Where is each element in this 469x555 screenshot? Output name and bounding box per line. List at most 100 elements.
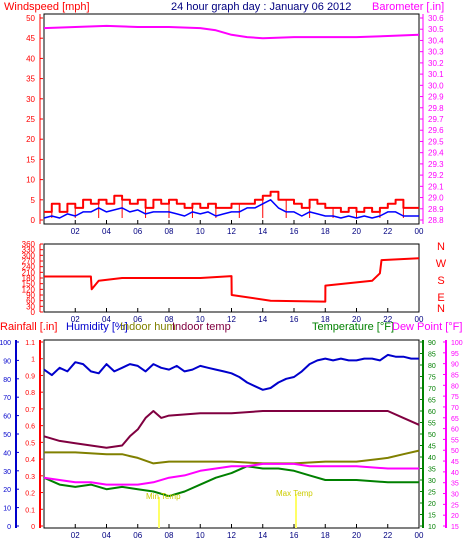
dew-point-tick-label: 30 [451, 492, 459, 499]
temperature-tick-label: 20 [428, 501, 436, 508]
rain-tick-label: 0.7 [25, 407, 35, 414]
panel-3-series [43, 353, 420, 498]
temperature-tick-label: 50 [428, 432, 436, 439]
windspeed-tick-label: 15 [26, 155, 35, 164]
compass-label: W [436, 258, 447, 270]
rain-tick-label: 0.3 [25, 474, 35, 481]
barometer-tick-label: 29.8 [428, 104, 444, 113]
humidity-tick-label: 80 [3, 377, 11, 384]
x-tick-label: 10 [196, 315, 205, 324]
x-tick-label: 18 [321, 531, 330, 540]
x-tick-label: 00 [415, 531, 424, 540]
x-tick-label: 08 [165, 227, 174, 236]
dew-point-tick-label: 75 [451, 394, 459, 401]
x-tick-label: 18 [321, 315, 330, 324]
temperature-tick-label: 60 [428, 409, 436, 416]
legend-indoor-temp: Indoor temp [172, 321, 231, 333]
direction-tick-label: 300 [22, 251, 36, 260]
humidity-tick-label: 0 [7, 524, 11, 531]
x-tick-label: 18 [321, 227, 330, 236]
x-tick-label: 00 [415, 227, 424, 236]
barometer-tick-label: 29.6 [428, 126, 444, 135]
rain-tick-label: 0.9 [25, 373, 35, 380]
barometer-ticks: 28.8 28.9 29.0 29.1 29.2 29.3 29.4 29.5 29.6 29.7… [420, 14, 444, 225]
legend-humidity: Humidity [%] [66, 321, 128, 333]
barometer-tick-label: 30.4 [428, 36, 444, 45]
panel-2-series [44, 257, 420, 303]
compass-label: E [437, 292, 444, 304]
barometer-tick-label: 29.2 [428, 171, 444, 180]
x-tick-label: 20 [352, 227, 361, 236]
dew-point-tick-label: 55 [451, 437, 459, 444]
series-humidity [43, 353, 419, 391]
direction-tick-label: 60 [26, 297, 35, 306]
rain-tick-label: 0 [31, 524, 35, 531]
dew-point-tick-label: 50 [451, 448, 459, 455]
humidity-tick-label: 70 [3, 395, 11, 402]
barometer-tick-label: 29.9 [428, 93, 444, 102]
windspeed-tick-label: 45 [26, 34, 35, 43]
series-average [43, 199, 419, 219]
windspeed-tick-label: 20 [26, 135, 35, 144]
x-tick-label: 20 [352, 315, 361, 324]
x-tick-label: 14 [258, 531, 267, 540]
series-indoor-hum [44, 449, 420, 465]
temperature-tick-label: 30 [428, 478, 436, 485]
legend-temperature: Temperature [°F] [312, 321, 394, 333]
direction-tick-label: 210 [22, 268, 36, 277]
barometer-tick-label: 30.5 [428, 25, 444, 34]
barometer-tick-label: 29.0 [428, 194, 444, 203]
barometer-tick-label: 30.6 [428, 14, 444, 23]
windspeed-tick-label: 5 [31, 196, 36, 205]
panel-temp-humidity: Rainfall [.in] Humidity [%] Indoor hum I… [0, 321, 463, 540]
humidity-tick-label: 20 [3, 487, 11, 494]
max-temp-label: Max Temp [276, 489, 313, 498]
dew-point-tick-label: 80 [451, 383, 459, 390]
rain-tick-label: 0.6 [25, 424, 35, 431]
x-tick-label: 08 [165, 531, 174, 540]
x-tick-label: 02 [71, 227, 80, 236]
direction-tick-label: 0 [31, 308, 36, 317]
temperature-tick-label: 55 [428, 421, 436, 428]
dew-point-tick-label: 85 [451, 372, 459, 379]
temperature-tick-label: 70 [428, 386, 436, 393]
x-tick-label: 22 [383, 315, 392, 324]
panel-3-annotations: Min Temp Max Temp [146, 489, 313, 528]
compass-label: N [437, 241, 445, 253]
series-barometer [43, 24, 420, 40]
rain-tick-label: 0.5 [25, 440, 35, 447]
temperature-tick-label: 80 [428, 363, 436, 370]
x-tick-label: 14 [258, 227, 267, 236]
x-tick-label: 08 [165, 315, 174, 324]
panel-1-x-ticks: 02 04 06 08 10 12 14 16 18 20 22 00 [71, 220, 424, 236]
x-tick-label: 04 [102, 227, 111, 236]
humidity-tick-label: 40 [3, 450, 11, 457]
temperature-tick-label: 75 [428, 375, 436, 382]
rain-tick-label: 1.1 [25, 340, 35, 347]
x-tick-label: 22 [383, 227, 392, 236]
barometer-tick-label: 29.7 [428, 115, 444, 124]
panel-3-frame [43, 339, 420, 529]
dew-point-tick-label: 25 [451, 502, 459, 509]
windspeed-tick-label: 40 [26, 54, 35, 63]
temperature-tick-label: 25 [428, 490, 436, 497]
humidity-tick-label: 10 [3, 506, 11, 513]
barometer-tick-label: 29.4 [428, 149, 444, 158]
panel-3-ticks: 0 10 20 30 40 50 60 70 80 90 100 0 0.1 0.2 0.3 0.4 0.5 0.… [0, 340, 463, 531]
left-axis-label: Windspeed [mph] [4, 1, 90, 13]
barometer-tick-label: 28.8 [428, 216, 444, 225]
dew-point-tick-label: 65 [451, 416, 459, 423]
humidity-tick-label: 60 [3, 414, 11, 421]
series-wind-direction [44, 257, 420, 303]
dew-point-tick-label: 70 [451, 405, 459, 412]
legend-rainfall: Rainfall [.in] [0, 321, 57, 333]
temperature-tick-label: 65 [428, 398, 436, 405]
x-tick-label: 10 [196, 227, 205, 236]
dew-point-tick-label: 100 [451, 340, 463, 347]
x-tick-label: 00 [415, 315, 424, 324]
panel-1-series [43, 24, 420, 219]
x-tick-label: 12 [227, 531, 236, 540]
x-tick-label: 20 [352, 531, 361, 540]
